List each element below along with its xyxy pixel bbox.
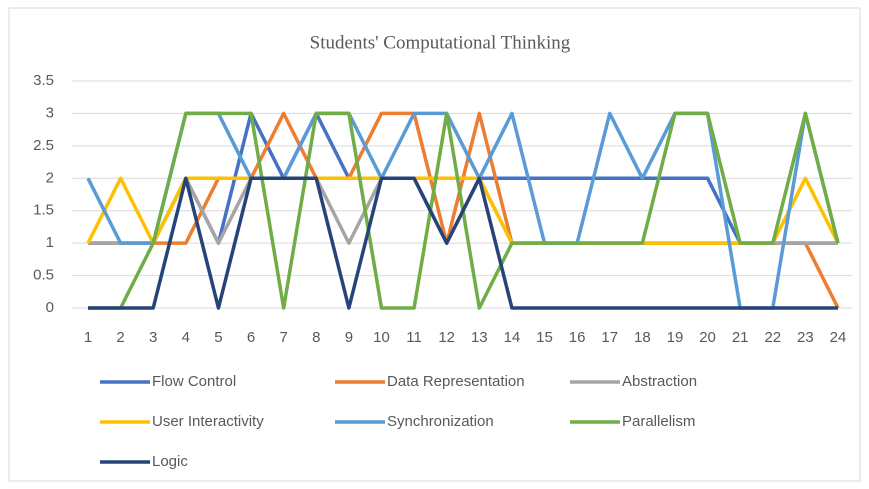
x-tick-label: 4: [182, 329, 190, 346]
x-tick-label: 14: [504, 329, 521, 346]
y-tick-label: 3: [46, 104, 54, 121]
y-tick-label: 1: [46, 234, 54, 251]
x-tick-label: 10: [373, 329, 390, 346]
y-tick-label: 1.5: [33, 202, 54, 219]
x-tick-label: 7: [279, 329, 287, 346]
x-tick-label: 1: [84, 329, 92, 346]
x-tick-label: 21: [732, 329, 749, 346]
y-tick-label: 2: [46, 169, 54, 186]
series-line: [86, 176, 840, 245]
x-tick-label: 22: [764, 329, 781, 346]
x-tick-label: 13: [471, 329, 488, 346]
legend-label: User Interactivity: [152, 413, 264, 430]
y-tick-label: 2.5: [33, 137, 54, 154]
legend-label: Flow Control: [152, 373, 236, 390]
series-line: [88, 176, 838, 310]
x-tick-label: 24: [830, 329, 847, 346]
x-tick-label: 15: [536, 329, 553, 346]
y-tick-label: 0: [46, 299, 54, 316]
x-tick-label: 5: [214, 329, 222, 346]
legend-label: Data Representation: [387, 373, 525, 390]
x-tick-label: 18: [634, 329, 651, 346]
x-tick-label: 2: [116, 329, 124, 346]
legend-label: Logic: [152, 453, 188, 470]
x-tick-label: 17: [601, 329, 618, 346]
x-tick-label: 23: [797, 329, 814, 346]
x-tick-label: 6: [247, 329, 255, 346]
legend-label: Parallelism: [622, 413, 695, 430]
y-tick-label: 0.5: [33, 267, 54, 284]
x-tick-label: 16: [569, 329, 586, 346]
y-tick-label: 3.5: [33, 72, 54, 89]
x-tick-label: 3: [149, 329, 157, 346]
x-tick-label: 11: [406, 329, 422, 346]
x-tick-label: 12: [438, 329, 455, 346]
legend-label: Abstraction: [622, 373, 697, 390]
legend-label: Synchronization: [387, 413, 494, 430]
x-tick-label: 9: [345, 329, 353, 346]
x-tick-label: 19: [667, 329, 684, 346]
x-tick-label: 20: [699, 329, 716, 346]
chart-title: Students' Computational Thinking: [310, 32, 571, 53]
x-tick-label: 8: [312, 329, 320, 346]
